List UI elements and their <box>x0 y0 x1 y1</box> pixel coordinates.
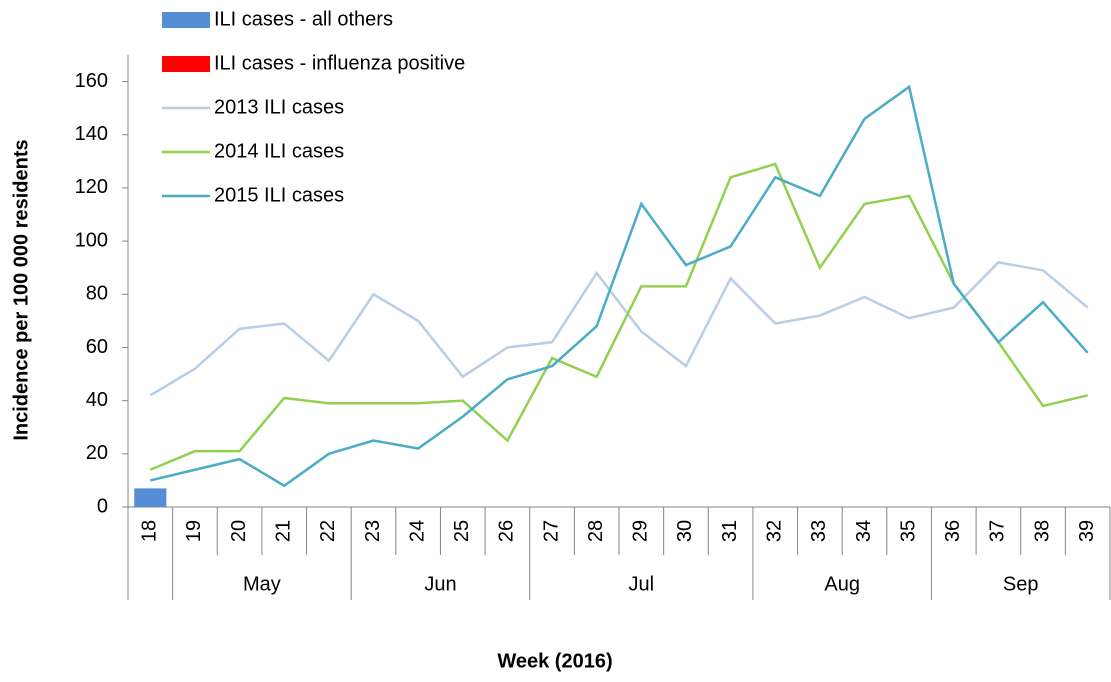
x-tick-label: 31 <box>719 520 741 542</box>
month-label: Jul <box>629 573 655 595</box>
y-tick-label: 120 <box>75 176 108 198</box>
x-tick-label: 34 <box>853 520 875 542</box>
x-tick-label: 28 <box>585 520 607 542</box>
x-tick-label: 21 <box>273 520 295 542</box>
x-axis-label: Week (2016) <box>497 650 612 672</box>
x-tick-label: 37 <box>987 520 1009 542</box>
x-tick-label: 18 <box>139 520 161 542</box>
x-tick-label: 39 <box>1076 520 1098 542</box>
x-tick-label: 25 <box>451 520 473 542</box>
y-tick-label: 0 <box>97 495 108 517</box>
x-tick-label: 20 <box>228 520 250 542</box>
y-tick-label: 80 <box>86 283 108 305</box>
line <box>149 261 1089 397</box>
legend-label: ILI cases - all others <box>214 8 393 30</box>
x-tick-label: 30 <box>674 520 696 542</box>
legend-label: ILI cases - influenza positive <box>214 52 465 74</box>
month-label: Sep <box>1003 573 1039 595</box>
legend-swatch <box>162 56 210 72</box>
x-tick-label: 19 <box>183 520 205 542</box>
line <box>150 84 1089 488</box>
x-tick-label: 29 <box>630 520 652 542</box>
x-tick-label: 26 <box>496 520 518 542</box>
x-tick-label: 38 <box>1031 520 1053 542</box>
y-tick-label: 20 <box>86 442 108 464</box>
x-tick-label: 27 <box>540 520 562 542</box>
y-tick-label: 40 <box>86 389 108 411</box>
bar <box>134 488 167 507</box>
month-label: Aug <box>824 573 860 595</box>
y-tick-label: 140 <box>75 123 108 145</box>
legend-label: 2013 ILI cases <box>214 96 344 118</box>
x-tick-label: 22 <box>317 520 339 542</box>
y-tick-label: 100 <box>75 229 108 251</box>
x-tick-label: 32 <box>764 520 786 542</box>
legend-label: 2014 ILI cases <box>214 140 344 162</box>
y-axis-label: Incidence per 100 000 residents <box>10 139 32 440</box>
x-tick-label: 36 <box>942 520 964 542</box>
x-tick-label: 24 <box>406 520 428 542</box>
legend-label: 2015 ILI cases <box>214 184 344 206</box>
y-tick-label: 60 <box>86 336 108 358</box>
x-tick-label: 35 <box>897 520 919 542</box>
line <box>149 162 1088 471</box>
y-tick-label: 160 <box>75 70 108 92</box>
x-tick-label: 23 <box>362 520 384 542</box>
month-label: Jun <box>424 573 456 595</box>
legend-swatch <box>162 12 210 28</box>
x-tick-label: 33 <box>808 520 830 542</box>
month-label: May <box>243 573 281 595</box>
